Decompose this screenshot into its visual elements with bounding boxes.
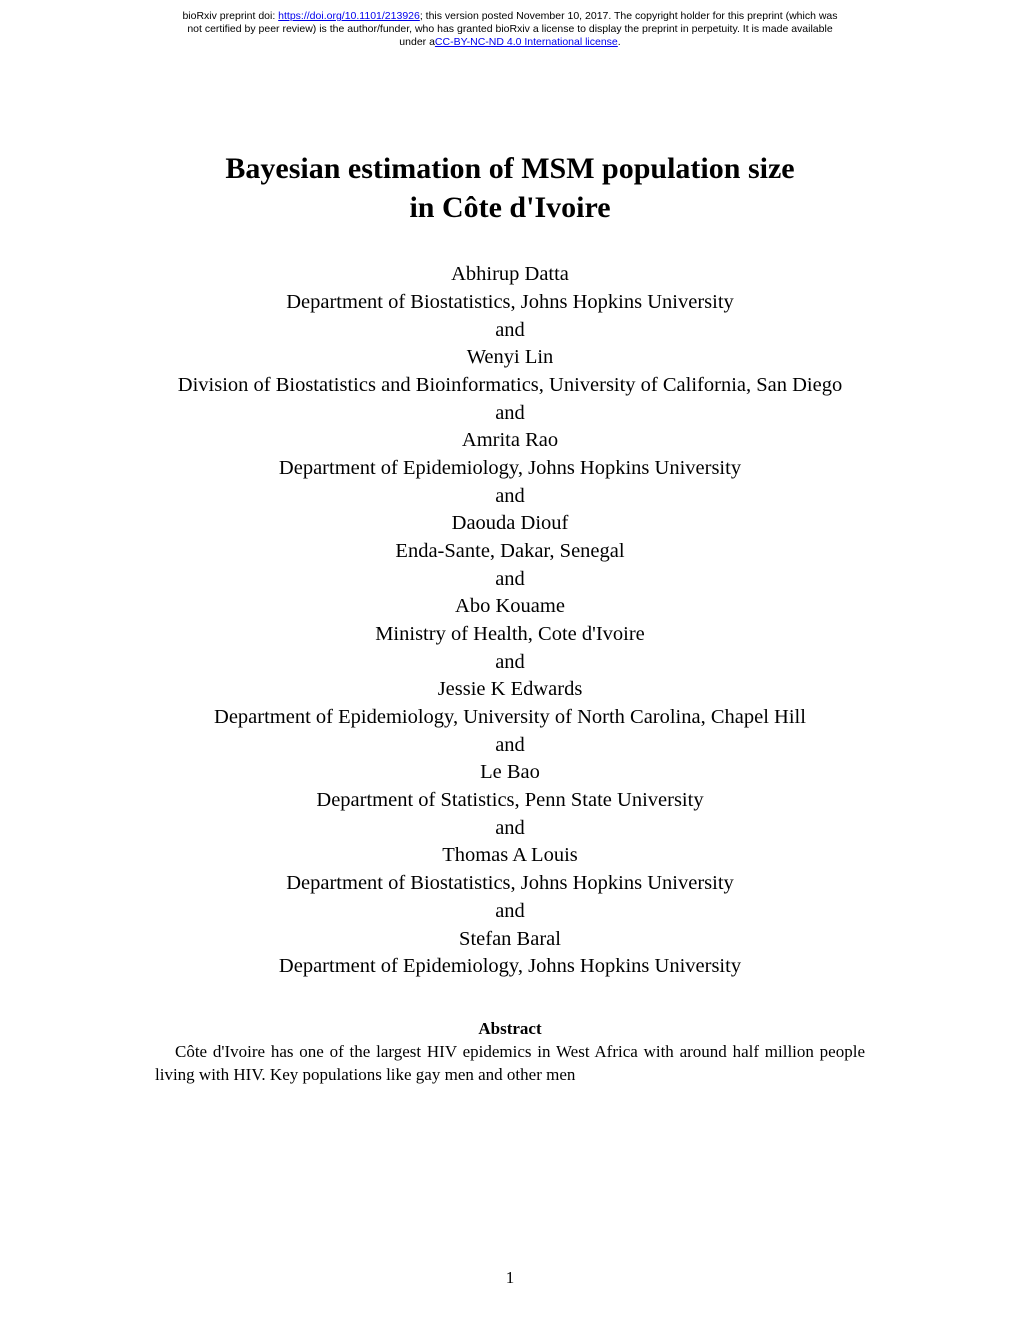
author-name: Abhirup Datta bbox=[451, 263, 569, 285]
author-connector: and bbox=[50, 649, 970, 677]
author-connector: and bbox=[50, 400, 970, 428]
author-affiliation: Ministry of Health, Cote d'Ivoire bbox=[375, 623, 645, 645]
abstract-heading: Abstract bbox=[0, 1019, 1020, 1039]
header-line3-suffix: . bbox=[618, 36, 621, 48]
author-affiliation: Department of Epidemiology, Johns Hopkin… bbox=[279, 457, 741, 479]
header-line3-prefix: under a bbox=[399, 36, 435, 48]
author-affiliation: Division of Biostatistics and Bioinforma… bbox=[178, 374, 842, 396]
author-name: Thomas A Louis bbox=[442, 844, 578, 866]
author-entry: Abo Kouame Ministry of Health, Cote d'Iv… bbox=[50, 593, 970, 648]
header-line1-rest: ; this version posted November 10, 2017.… bbox=[420, 10, 838, 22]
author-affiliation: Department of Epidemiology, Johns Hopkin… bbox=[279, 955, 741, 977]
author-block: Abhirup Datta Department of Biostatistic… bbox=[0, 261, 1020, 980]
author-connector: and bbox=[50, 483, 970, 511]
author-entry: Stefan Baral Department of Epidemiology,… bbox=[50, 926, 970, 981]
author-connector: and bbox=[50, 898, 970, 926]
abstract-body: Côte d'Ivoire has one of the largest HIV… bbox=[0, 1041, 1020, 1087]
author-connector: and bbox=[50, 732, 970, 760]
abstract-section: Abstract Côte d'Ivoire has one of the la… bbox=[0, 1019, 1020, 1087]
author-name: Daouda Diouf bbox=[452, 512, 569, 534]
author-connector: and bbox=[50, 317, 970, 345]
author-name: Wenyi Lin bbox=[467, 346, 554, 368]
preprint-header: bioRxiv preprint doi: https://doi.org/10… bbox=[0, 0, 1020, 49]
author-entry: Amrita Rao Department of Epidemiology, J… bbox=[50, 427, 970, 482]
author-entry: Wenyi Lin Division of Biostatistics and … bbox=[50, 344, 970, 399]
author-name: Le Bao bbox=[480, 761, 540, 783]
doi-link[interactable]: https://doi.org/10.1101/213926 bbox=[278, 10, 420, 22]
author-affiliation: Enda-Sante, Dakar, Senegal bbox=[395, 540, 624, 562]
author-entry: Thomas A Louis Department of Biostatisti… bbox=[50, 842, 970, 897]
author-entry: Daouda Diouf Enda-Sante, Dakar, Senegal bbox=[50, 510, 970, 565]
author-affiliation: Department of Biostatistics, Johns Hopki… bbox=[286, 872, 734, 894]
author-affiliation: Department of Epidemiology, University o… bbox=[214, 706, 806, 728]
author-entry: Jessie K Edwards Department of Epidemiol… bbox=[50, 676, 970, 731]
title-line1: Bayesian estimation of MSM population si… bbox=[225, 152, 794, 185]
author-name: Jessie K Edwards bbox=[438, 678, 583, 700]
author-name: Abo Kouame bbox=[455, 595, 565, 617]
title-line2: in Côte d'Ivoire bbox=[409, 191, 610, 224]
author-affiliation: Department of Biostatistics, Johns Hopki… bbox=[286, 291, 734, 313]
header-line2: not certified by peer review) is the aut… bbox=[187, 23, 832, 35]
author-affiliation: Department of Statistics, Penn State Uni… bbox=[316, 789, 703, 811]
header-prefix: bioRxiv preprint doi: bbox=[182, 10, 278, 22]
author-name: Amrita Rao bbox=[462, 429, 558, 451]
page-number: 1 bbox=[0, 1268, 1020, 1288]
author-connector: and bbox=[50, 815, 970, 843]
paper-title: Bayesian estimation of MSM population si… bbox=[0, 149, 1020, 227]
author-name: Stefan Baral bbox=[459, 928, 561, 950]
author-entry: Le Bao Department of Statistics, Penn St… bbox=[50, 759, 970, 814]
author-entry: Abhirup Datta Department of Biostatistic… bbox=[50, 261, 970, 316]
license-link[interactable]: CC-BY-NC-ND 4.0 International license bbox=[435, 36, 618, 48]
author-connector: and bbox=[50, 566, 970, 594]
